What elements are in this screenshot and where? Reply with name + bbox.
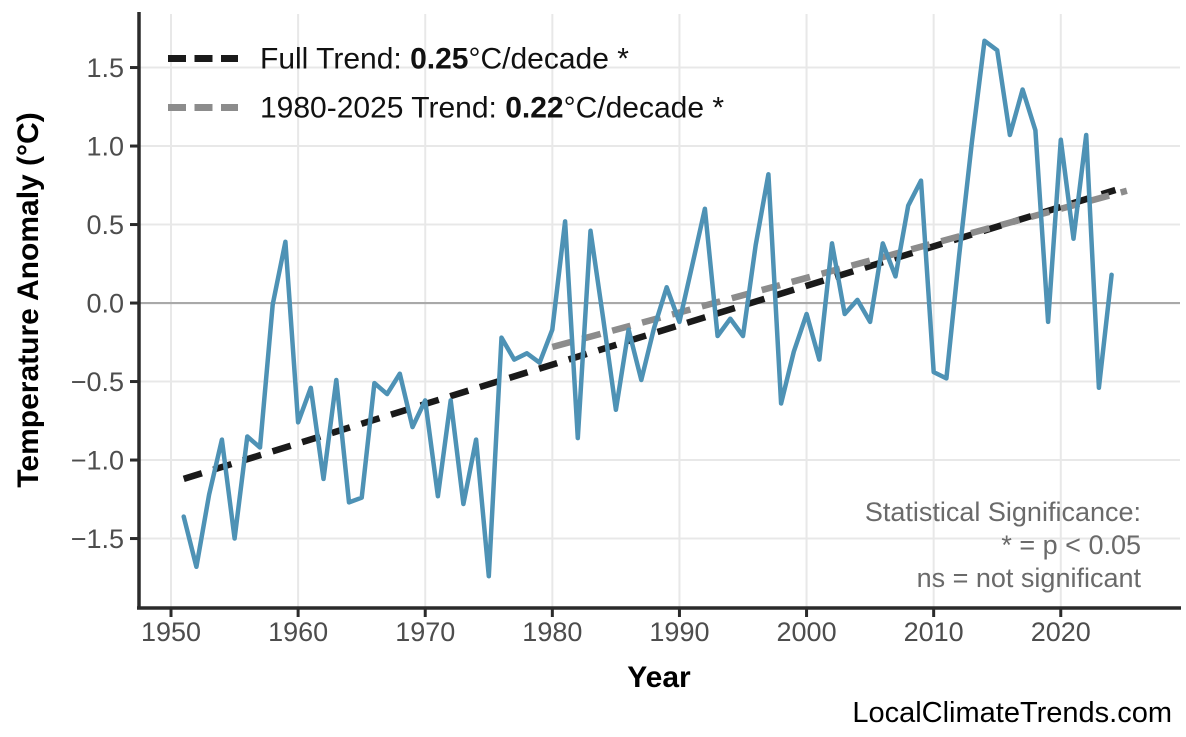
x-tick-label: 2020 <box>1031 617 1091 647</box>
y-tick-label: 0.0 <box>86 289 124 319</box>
x-tick-label: 2010 <box>904 617 964 647</box>
x-tick-label: 2000 <box>777 617 837 647</box>
legend-recent-trend-label: 1980-2025 Trend: 0.22°C/decade * <box>260 92 724 125</box>
y-axis-title: Temperature Anomaly (°C) <box>12 112 45 487</box>
x-tick-label: 1960 <box>268 617 328 647</box>
anomaly-series-line <box>181 38 1114 579</box>
annotation-line-3: ns = not significant <box>917 563 1142 593</box>
legend-full-trend-label: Full Trend: 0.25°C/decade * <box>260 43 629 76</box>
trend-lines <box>182 186 1128 482</box>
y-tick-label: −0.5 <box>71 367 124 397</box>
x-tick-label: 1980 <box>522 617 582 647</box>
y-tick-label: 0.5 <box>86 210 124 240</box>
x-tick-label: 1970 <box>395 617 455 647</box>
y-tick-label: 1.0 <box>86 132 124 162</box>
x-tick-label: 1950 <box>141 617 201 647</box>
x-tick-label: 1990 <box>649 617 709 647</box>
x-tick-labels: 1950 1960 1970 1980 1990 2000 2010 2020 <box>141 617 1091 647</box>
y-tick-label: −1.5 <box>71 524 124 554</box>
recent-trend-line <box>551 187 1128 351</box>
significance-annotation: Statistical Significance: * = p < 0.05 n… <box>865 497 1142 593</box>
legend: Full Trend: 0.25°C/decade * 1980-2025 Tr… <box>168 43 724 125</box>
gridlines <box>140 14 1180 607</box>
annotation-line-2: * = p < 0.05 <box>1001 530 1141 560</box>
annotation-line-1: Statistical Significance: <box>865 497 1141 527</box>
y-tick-labels: 1.5 1.0 0.5 0.0 −0.5 −1.0 −1.5 <box>71 53 124 554</box>
site-watermark: LocalClimateTrends.com <box>852 697 1172 729</box>
y-tick-label: 1.5 <box>86 53 124 83</box>
x-axis-title: Year <box>627 661 691 694</box>
axes <box>130 12 1181 617</box>
y-tick-label: −1.0 <box>71 446 124 476</box>
